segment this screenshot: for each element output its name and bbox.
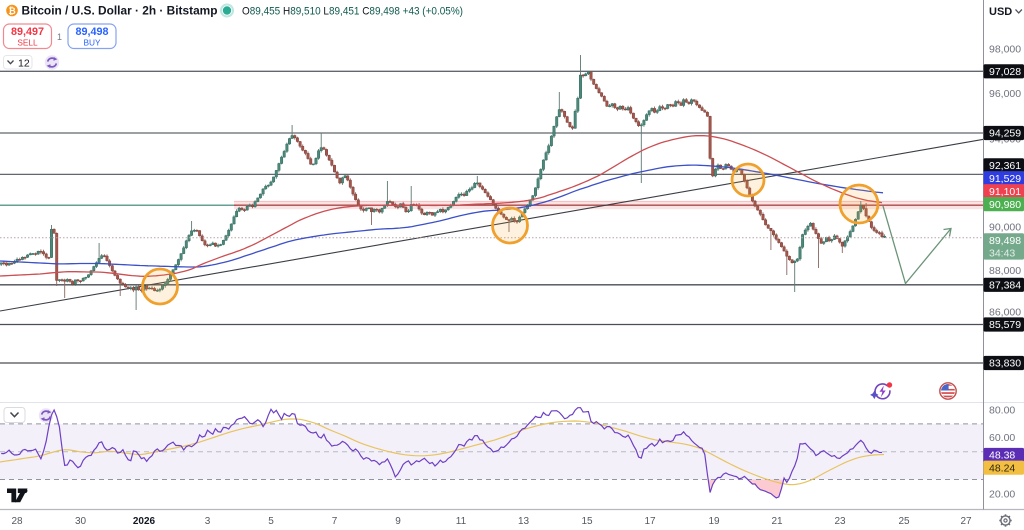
svg-text:48.38: 48.38: [989, 450, 1015, 462]
svg-text:89,498: 89,498: [75, 26, 108, 38]
svg-text:80.00: 80.00: [989, 405, 1015, 417]
svg-text:15: 15: [581, 516, 593, 527]
svg-text:85,579: 85,579: [989, 319, 1021, 331]
svg-text:60.00: 60.00: [989, 432, 1015, 444]
svg-text:96,000: 96,000: [989, 88, 1021, 100]
svg-text:17: 17: [644, 516, 656, 527]
svg-text:20.00: 20.00: [989, 489, 1015, 501]
svg-text:89,498: 89,498: [989, 235, 1021, 247]
svg-text:27: 27: [960, 516, 972, 527]
svg-text:88,000: 88,000: [989, 265, 1021, 277]
svg-text:89,497: 89,497: [11, 26, 44, 38]
svg-text:BUY: BUY: [83, 38, 101, 48]
svg-text:34:43: 34:43: [989, 248, 1015, 260]
svg-text:19: 19: [708, 516, 720, 527]
svg-text:90,980: 90,980: [989, 199, 1021, 211]
svg-text:Bitcoin / U.S. Dollar · 2h · B: Bitcoin / U.S. Dollar · 2h · Bitstamp: [22, 6, 218, 18]
svg-text:87,384: 87,384: [989, 280, 1021, 292]
svg-text:2026: 2026: [133, 516, 156, 527]
svg-text:23: 23: [834, 516, 846, 527]
svg-text:91,101: 91,101: [989, 186, 1021, 198]
svg-text:92,361: 92,361: [989, 160, 1021, 172]
svg-text:83,830: 83,830: [989, 358, 1021, 370]
svg-text:12: 12: [18, 57, 30, 69]
svg-text:28: 28: [11, 516, 23, 527]
svg-text:25: 25: [898, 516, 910, 527]
svg-text:94,259: 94,259: [989, 128, 1021, 140]
svg-text:91,529: 91,529: [989, 173, 1021, 185]
svg-text:86,000: 86,000: [989, 307, 1021, 319]
svg-text:₿: ₿: [8, 6, 15, 16]
svg-text:5: 5: [268, 516, 274, 527]
svg-text:30: 30: [75, 516, 87, 527]
svg-text:48.24: 48.24: [989, 462, 1015, 474]
svg-text:13: 13: [518, 516, 530, 527]
svg-text:97,028: 97,028: [989, 66, 1021, 78]
svg-text:7: 7: [332, 516, 338, 527]
svg-text:98,000: 98,000: [989, 44, 1021, 56]
svg-text:3: 3: [205, 516, 211, 527]
svg-text:USD: USD: [989, 6, 1012, 18]
svg-text:1: 1: [57, 32, 62, 42]
svg-text:90,000: 90,000: [989, 222, 1021, 234]
svg-text:9: 9: [395, 516, 401, 527]
svg-text:O89,455 H89,510 L89,451 C89,49: O89,455 H89,510 L89,451 C89,498 +43 (+0.…: [242, 6, 463, 18]
svg-text:21: 21: [771, 516, 783, 527]
svg-text:SELL: SELL: [17, 38, 38, 48]
svg-text:11: 11: [456, 516, 467, 527]
